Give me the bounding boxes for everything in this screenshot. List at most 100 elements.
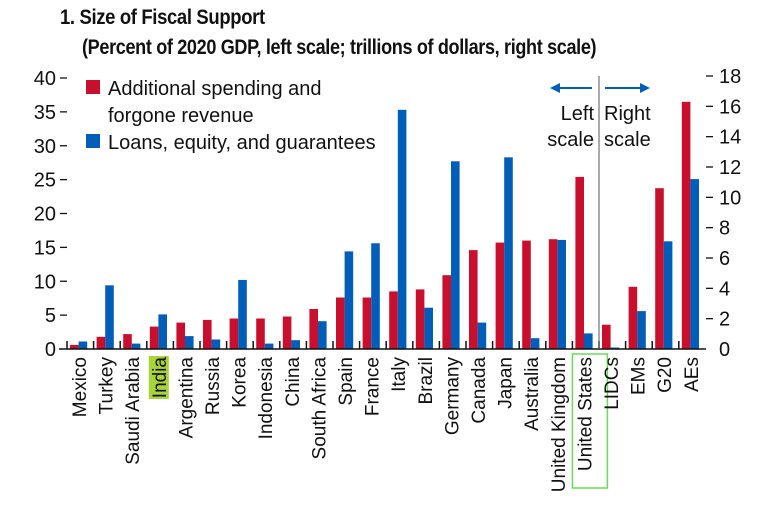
bar-loans-south-africa [318,321,327,349]
category-label: Brazil [416,357,437,405]
bar-spending-canada [469,250,478,349]
bar-spending-south-africa [309,309,318,349]
bar-loans-germany [451,161,460,349]
bar-spending-spain [336,297,345,349]
y-left-tick-label: 30 [34,136,56,158]
legend-label-spending-line2: forgone revenue [108,105,254,127]
bar-spending-ems [628,286,638,349]
left-scale-label-line1: Left [561,103,595,125]
bar-loans-mexico [78,341,88,349]
bar-spending-india [149,326,159,349]
chart-title: 1. Size of Fiscal Support [60,6,265,29]
category-label: Italy [389,357,410,392]
y-left-tick-label: 5 [45,305,56,327]
bar-loans-turkey [105,285,114,349]
category-label: Korea [230,357,251,408]
right-scale-label-line2: scale [604,129,651,151]
bar-loans-australia [530,338,540,349]
india-highlight [148,356,169,399]
legend-label-spending-line1: Additional spending and [108,78,322,100]
category-label: Canada [469,357,490,424]
bar-loans-aes [690,179,699,349]
bar-spending-indonesia [256,318,265,349]
bar-loans-canada [477,322,487,349]
bars-layer [70,101,699,349]
category-label: South Africa [309,357,330,460]
legend-label-loans: Loans, equity, and guarantees [108,132,376,154]
bar-spending-brazil [415,289,425,349]
y-right-tick-label: 10 [719,187,741,209]
bar-spending-lidcs [602,324,611,349]
scale-annotation: Left scale Right scale [547,76,651,349]
bar-loans-india [158,314,167,349]
category-label: Indonesia [256,357,277,440]
y-right-tick-label: 12 [719,157,741,179]
right-scale-label-line1: Right [604,103,651,125]
legend: Additional spending and forgone revenue … [86,78,376,154]
bar-loans-united-states [584,333,593,349]
bar-spending-australia [522,240,531,349]
category-label: France [363,357,384,416]
bar-spending-united-kingdom [548,239,558,349]
chart-subtitle: (Percent of 2020 GDP, left scale; trilli… [82,36,597,59]
category-label: India [150,357,171,399]
bar-loans-ems [637,311,646,349]
bar-spending-italy [389,291,398,349]
y-right-tick-label: 18 [719,66,741,88]
category-label: Mexico [70,357,91,417]
axes-layer: 0 5 10 15 20 25 30 35 40 0 2 4 6 8 10 12 14 16 18 [34,66,742,361]
left-scale-label-line2: scale [547,129,594,151]
category-label: Japan [496,357,517,409]
y-right-tick-label: 14 [719,127,741,149]
bar-loans-italy [397,109,407,349]
category-label: China [283,357,304,407]
bar-spending-germany [442,275,451,349]
bar-spending-aes [681,101,691,349]
y-left-tick-label: 40 [34,68,56,90]
y-left-tick-label: 0 [45,339,56,361]
category-label: G20 [655,357,676,393]
bar-loans-indonesia [264,343,274,349]
category-label: Turkey [97,357,118,415]
category-label: EMs [629,357,650,395]
bar-loans-g20 [663,241,673,349]
bar-spending-japan [495,242,505,349]
left-arrow-icon [550,83,592,93]
y-left-tick-label: 35 [34,102,56,124]
bar-spending-turkey [96,336,106,349]
category-label: Australia [522,357,543,431]
y-right-tick-label: 16 [719,96,741,118]
bar-loans-russia [211,339,221,349]
category-label: Argentina [176,357,197,439]
bar-spending-argentina [176,322,185,349]
y-left-tick-label: 20 [34,204,56,226]
bar-loans-united-kingdom [557,239,566,349]
category-label: Spain [336,357,357,406]
y-right-tick-label: 2 [719,309,730,331]
category-label: Saudi Arabia [123,357,144,465]
category-label: Russia [203,357,224,416]
category-label: AEs [682,357,703,392]
y-left-tick-label: 25 [34,170,56,192]
category-label: Germany [442,357,463,436]
legend-swatch-loans [86,134,100,148]
united-states-highlight [571,353,609,489]
category-labels: Mexico Turkey Saudi Arabia India Argentina Ru… [70,353,703,492]
y-right-tick-label: 0 [719,339,730,361]
bar-spending-russia [203,319,212,349]
bar-spending-china [282,316,292,349]
bar-loans-brazil [424,307,433,349]
right-arrow-icon [605,83,650,93]
y-left-tick-label: 10 [34,271,56,293]
bar-spending-saudi-arabia [123,334,132,349]
y-left-tick-label: 15 [34,237,56,259]
bar-spending-g20 [655,188,664,349]
bar-spending-france [362,297,372,349]
y-right-tick-label: 4 [719,278,730,300]
category-label: LIDCs [602,357,623,410]
bar-loans-korea [238,279,247,349]
y-right-tick-label: 8 [719,218,730,240]
bar-spending-korea [229,318,239,349]
bar-loans-japan [504,157,513,349]
